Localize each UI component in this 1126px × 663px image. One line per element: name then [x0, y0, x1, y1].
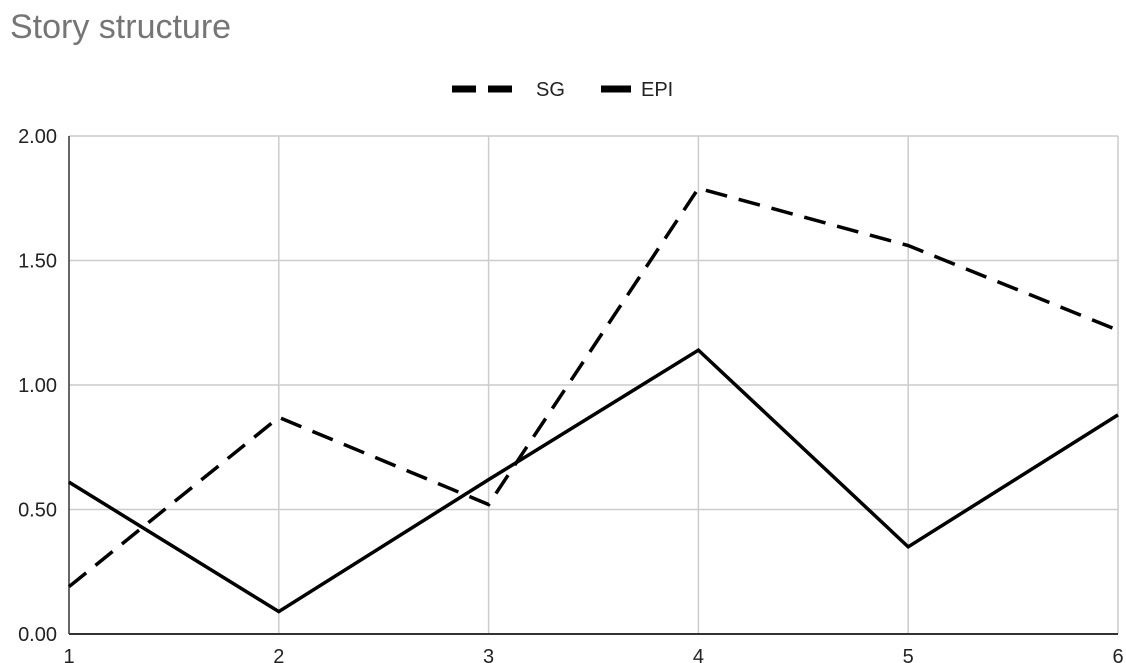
y-tick-label: 1.50 — [18, 251, 57, 273]
y-tick-label: 0.00 — [18, 624, 57, 646]
y-tick-label: 0.50 — [18, 500, 57, 522]
x-tick-label: 3 — [483, 646, 494, 663]
x-tick-label: 5 — [903, 646, 914, 663]
series-line-sg — [67, 186, 1119, 589]
y-tick-label: 2.00 — [18, 126, 57, 148]
axes — [68, 136, 1118, 635]
x-tick-label: 4 — [693, 646, 704, 663]
x-tick-label: 1 — [63, 646, 74, 663]
y-tick-label: 1.00 — [18, 375, 57, 397]
series-group — [67, 186, 1119, 614]
legend: SG EPI — [452, 79, 673, 101]
legend-label-epi: EPI — [641, 79, 673, 101]
series-line-epi — [68, 347, 1119, 614]
tick-labels: 0.00 0.50 1.00 1.50 2.00 1 2 3 4 5 6 — [18, 126, 1124, 663]
x-tick-label: 2 — [273, 646, 284, 663]
grid — [69, 135, 1119, 634]
x-tick-label: 6 — [1112, 646, 1123, 663]
legend-label-sg: SG — [536, 79, 565, 101]
chart-title: Story structure — [10, 8, 232, 46]
